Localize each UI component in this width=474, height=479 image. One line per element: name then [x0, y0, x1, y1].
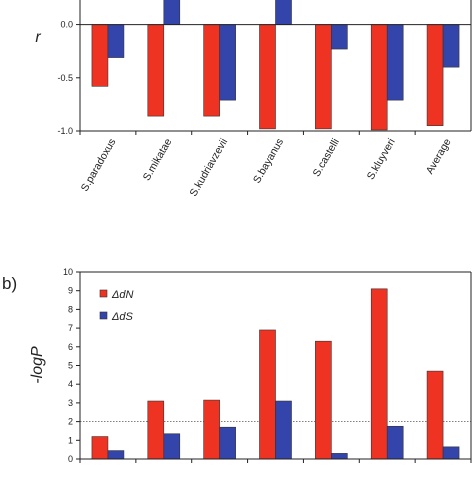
bar-a-s2-2 [219, 24, 236, 101]
bar-b-s1-3 [259, 329, 276, 460]
bar-a-truncated-1 [275, 0, 292, 25]
ytick-label-b-2: 2 [68, 417, 73, 427]
bar-a-s1-1 [147, 24, 165, 117]
legend-label-0: ΔdN [111, 289, 133, 301]
ytick-label-b-0: 0 [68, 454, 73, 464]
legend-label-1: ΔdS [111, 311, 133, 323]
bar-a-s1-0 [91, 24, 109, 87]
bar-b-s2-1 [163, 433, 181, 460]
category-label-5: S.kluyveri [365, 137, 398, 182]
category-label-0: S.paradoxus [79, 137, 119, 194]
bar-b-s2-5 [386, 425, 404, 460]
ytick-label-b-4: 4 [68, 379, 73, 389]
panel-a: -1.0 -0.5 0.0 S.paradoxus S.mikatae S.kudriav… [35, 0, 472, 199]
bar-a-s2-6 [442, 24, 460, 68]
panel-b: b) 0 1 2 3 4 5 6 7 8 9 10 -logP ΔdN ΔdS [2, 267, 472, 464]
bar-a-s2-0 [107, 24, 125, 58]
ytick-label-b-7: 7 [68, 323, 73, 333]
bar-a-s2-5 [386, 24, 404, 101]
bar-a-s2-4 [331, 24, 348, 50]
ytick-label-a-2: 0.0 [60, 20, 73, 30]
panel-b-label: b) [2, 274, 17, 293]
bar-b-s2-2 [219, 426, 236, 460]
bar-a-s1-3 [259, 24, 276, 130]
bar-a-s1-2 [203, 24, 220, 117]
category-label-1: S.mikatae [141, 136, 175, 183]
category-label-3: S.bayanus [251, 137, 286, 186]
bar-a-s1-6 [426, 24, 444, 126]
bar-b-s1-6 [426, 370, 444, 460]
bar-b-s1-5 [370, 288, 388, 460]
bar-b-s1-1 [147, 400, 165, 460]
y-axis-label-a: r [35, 29, 41, 46]
ytick-label-a-1: -0.5 [57, 73, 73, 83]
legend-swatch-1 [99, 311, 108, 320]
bar-b-s2-4 [331, 453, 348, 460]
bar-a-truncated-0 [163, 0, 181, 25]
bar-b-s1-4 [315, 340, 332, 460]
ytick-label-a-0: -1.0 [57, 126, 73, 136]
bar-a-s1-4 [315, 24, 332, 130]
bar-b-s1-0 [91, 436, 109, 460]
bar-b-s2-0 [107, 450, 125, 460]
bar-b-s2-3 [275, 400, 292, 460]
bar-b-s2-6 [442, 446, 460, 460]
category-label-2: S.kudriavzevii [187, 137, 230, 199]
ytick-label-b-9: 9 [68, 286, 73, 296]
ytick-label-b-5: 5 [68, 361, 73, 371]
category-label-6: Average [424, 136, 454, 176]
ytick-label-b-1: 1 [68, 435, 73, 445]
y-axis-label-b: -logP [29, 346, 46, 384]
ytick-label-b-6: 6 [68, 342, 73, 352]
ytick-label-b-3: 3 [68, 398, 73, 408]
category-label-4: S.castelli [311, 137, 342, 179]
ytick-label-b-10: 10 [63, 267, 73, 277]
bar-a-s1-5 [370, 24, 388, 131]
ytick-label-b-8: 8 [68, 304, 73, 314]
bar-b-s1-2 [203, 399, 220, 460]
legend-swatch-0 [99, 289, 108, 298]
